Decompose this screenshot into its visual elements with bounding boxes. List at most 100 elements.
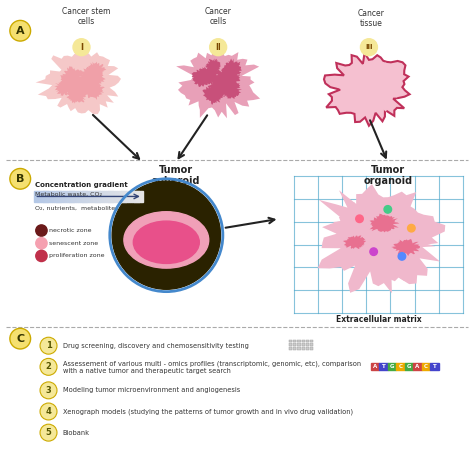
Circle shape [40,403,57,420]
Text: senescent zone: senescent zone [49,241,99,246]
Polygon shape [66,83,88,103]
Bar [301,339,305,342]
Bar [71,191,74,202]
Polygon shape [60,66,85,90]
Bar [91,191,93,202]
Bar [101,191,104,202]
Bar [104,191,106,202]
Bar [69,191,72,202]
Text: G: G [390,364,394,369]
Text: B: B [16,174,25,184]
Polygon shape [191,68,212,87]
Text: Extracellular matrix: Extracellular matrix [336,315,421,324]
Polygon shape [208,75,228,93]
Polygon shape [36,49,121,114]
Text: Cancer
cells: Cancer cells [205,7,232,26]
Circle shape [40,424,57,441]
Bar [80,191,82,202]
Polygon shape [353,204,436,281]
Text: III: III [365,44,373,50]
Polygon shape [85,62,106,80]
Bar [50,191,52,202]
Bar [58,191,61,202]
Bar [301,347,305,350]
Circle shape [356,215,363,222]
Bar [84,191,87,202]
Bar [141,191,143,202]
Circle shape [112,181,220,289]
Bar [75,191,78,202]
Bar [45,191,48,202]
Bar [121,191,124,202]
Polygon shape [76,66,106,90]
Bar [115,191,117,202]
Polygon shape [55,78,75,96]
Bar [36,191,39,202]
Circle shape [360,39,377,55]
Bar [293,347,296,350]
Bar [52,191,55,202]
Polygon shape [71,78,92,97]
Polygon shape [205,58,221,74]
Bar [63,191,65,202]
Bar [297,343,301,346]
Text: O₂, nutrients,  metabolites: O₂, nutrients, metabolites [36,206,118,210]
Polygon shape [392,239,420,256]
Circle shape [210,39,227,55]
Bar [306,347,309,350]
FancyBboxPatch shape [371,363,379,370]
Ellipse shape [133,221,199,264]
FancyBboxPatch shape [405,363,413,370]
Text: 2: 2 [46,362,52,371]
Text: Cancer stem
cells: Cancer stem cells [62,7,110,26]
Text: Xenograph models (studying the patterns of tumor growth and in vivo drug validat: Xenograph models (studying the patterns … [63,408,353,415]
Bar [60,191,63,202]
Bar [130,191,132,202]
Bar [106,191,109,202]
Bar [78,191,81,202]
Bar [86,191,89,202]
FancyBboxPatch shape [379,363,388,370]
Text: Metabolic waste, CO₂: Metabolic waste, CO₂ [36,191,102,197]
Bar [108,191,111,202]
Bar [56,191,59,202]
Text: 5: 5 [46,428,52,437]
Text: Concentration gradient: Concentration gradient [36,182,128,188]
Bar [289,339,292,342]
Circle shape [398,253,406,260]
Text: C: C [16,334,24,344]
FancyBboxPatch shape [388,363,396,370]
Circle shape [384,206,392,213]
Text: C: C [424,364,428,369]
Bar [35,191,37,202]
Bar [128,191,130,202]
Circle shape [10,328,31,349]
Bar [65,191,67,202]
FancyBboxPatch shape [413,363,422,370]
Text: G: G [407,364,411,369]
Bar [310,339,313,342]
Bar [100,191,102,202]
Text: Tumor
organoid: Tumor organoid [363,164,412,186]
Polygon shape [343,236,366,249]
Bar [297,347,301,350]
Bar [89,191,91,202]
Bar [126,191,128,202]
Text: Drug screening, discovery and chemosensitivity testing: Drug screening, discovery and chemosensi… [63,343,248,349]
Polygon shape [222,58,242,77]
Text: 4: 4 [46,407,52,416]
Bar [306,339,309,342]
Bar [297,339,301,342]
Circle shape [10,168,31,189]
Text: 3: 3 [46,386,51,395]
Text: A: A [373,364,377,369]
FancyBboxPatch shape [430,363,438,370]
Text: Cancer
tissue: Cancer tissue [358,9,385,28]
Text: 1: 1 [46,341,52,350]
Bar [119,191,121,202]
Bar [47,191,50,202]
Circle shape [40,337,57,354]
Polygon shape [219,80,242,99]
Text: Tumor
spheroid: Tumor spheroid [152,164,200,186]
Text: A: A [16,26,25,36]
